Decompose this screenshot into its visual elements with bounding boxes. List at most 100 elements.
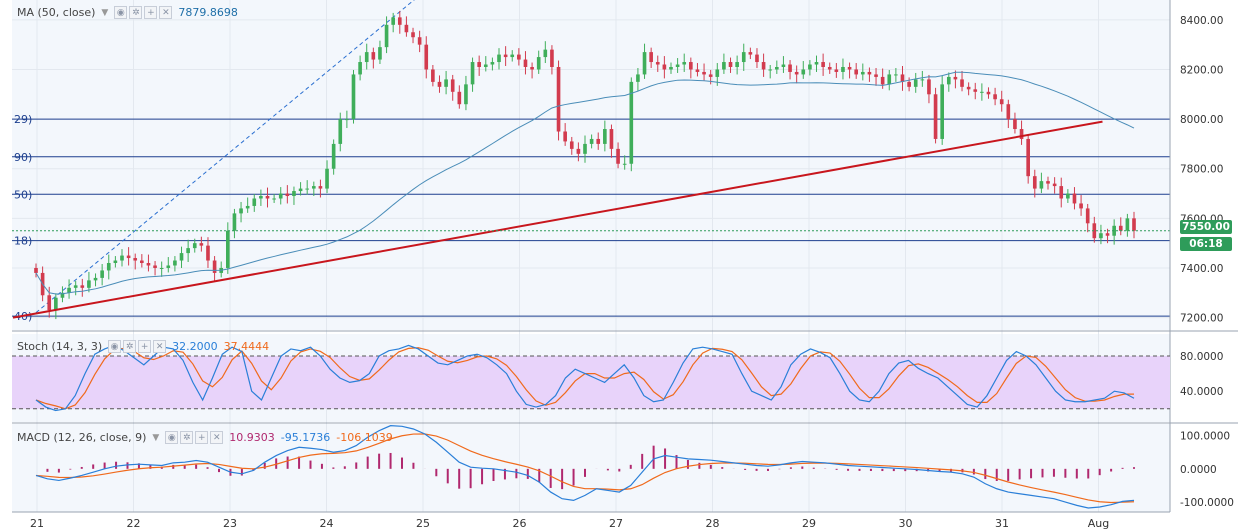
- macd-legend: MACD (12, 26, close, 9) ▼ ◉ ✲ + ✕ 10.930…: [17, 431, 393, 444]
- candle-body: [999, 99, 1004, 105]
- candle-body: [477, 62, 481, 67]
- candle-body: [655, 62, 660, 65]
- candle-body: [54, 297, 58, 311]
- plus-icon[interactable]: +: [195, 431, 209, 444]
- candle-body: [1099, 233, 1103, 239]
- candle-body: [226, 230, 230, 268]
- candle-body: [768, 69, 773, 71]
- gear-icon[interactable]: ✲: [129, 6, 143, 19]
- candle-body: [278, 193, 283, 199]
- close-icon[interactable]: ✕: [159, 6, 173, 19]
- candle-body: [867, 71, 872, 75]
- candle-body: [1072, 193, 1077, 204]
- indicator-buttons: ◉ ✲ + ✕: [108, 340, 167, 353]
- candle-body: [457, 91, 462, 105]
- stoch-band: [12, 356, 1170, 409]
- plus-icon[interactable]: +: [138, 340, 152, 353]
- candle-body: [120, 255, 124, 261]
- candle-body: [596, 138, 601, 144]
- candle-body: [80, 285, 85, 288]
- macd-line: [35, 425, 1135, 509]
- candle-body: [212, 260, 217, 273]
- candle-body: [470, 62, 475, 85]
- macd-tick-label: 100.0000: [1180, 431, 1230, 443]
- candle-body: [1006, 104, 1011, 120]
- candle-body: [1092, 223, 1097, 239]
- y-tick-label: 7800.00: [1180, 164, 1223, 176]
- candle-body: [497, 54, 501, 63]
- gear-icon[interactable]: ✲: [123, 340, 137, 353]
- candle-body: [1059, 186, 1064, 199]
- close-icon[interactable]: ✕: [153, 340, 167, 353]
- candle-body: [702, 71, 706, 75]
- candle-body: [391, 17, 395, 25]
- candle-body: [146, 263, 151, 266]
- candle-body: [741, 52, 746, 63]
- candle-body: [682, 62, 687, 65]
- x-tick-label: 26: [513, 517, 527, 530]
- candle-body: [252, 198, 257, 206]
- candle-body: [874, 74, 878, 77]
- candle-body: [569, 141, 574, 149]
- candle-body: [345, 119, 349, 121]
- candle-body: [239, 208, 243, 214]
- candle-body: [133, 258, 138, 261]
- candle-body: [1105, 233, 1110, 236]
- indicator-buttons: ◉ ✲ + ✕: [165, 431, 224, 444]
- candle-body: [715, 69, 720, 77]
- candle-body: [966, 86, 971, 90]
- candle-body: [199, 243, 204, 246]
- candle-body: [980, 91, 984, 93]
- candle-body: [649, 52, 653, 63]
- candle-body: [629, 81, 634, 164]
- candle-body: [106, 263, 111, 271]
- candle-body: [907, 81, 911, 87]
- close-icon[interactable]: ✕: [210, 431, 224, 444]
- x-tick-label: 27: [609, 517, 623, 530]
- candle-body: [993, 94, 997, 100]
- candle-body: [576, 148, 581, 154]
- candle-body: [424, 44, 429, 70]
- candle-body: [358, 62, 362, 75]
- ma-indicator-name[interactable]: MA (50, close): [17, 6, 96, 19]
- candle-body: [285, 193, 290, 197]
- candle-body: [722, 62, 726, 70]
- chevron-down-icon[interactable]: ▼: [152, 432, 160, 443]
- price-pane-bg: [12, 0, 1170, 330]
- candle-body: [232, 213, 237, 231]
- level-label: 18): [14, 235, 32, 248]
- gear-icon[interactable]: ✲: [180, 431, 194, 444]
- y-tick-label: 8400.00: [1180, 15, 1223, 27]
- chevron-down-icon[interactable]: ▼: [101, 7, 109, 18]
- candle-body: [986, 91, 991, 95]
- candle-body: [318, 186, 323, 189]
- candle-body: [351, 74, 356, 120]
- stoch-indicator-name[interactable]: Stoch (14, 3, 3): [17, 340, 103, 353]
- x-tick-label: 21: [30, 517, 44, 530]
- candle-body: [325, 168, 329, 189]
- candle-body: [100, 270, 104, 278]
- candle-body: [801, 69, 806, 75]
- eye-icon[interactable]: ◉: [108, 340, 122, 353]
- candle-body: [87, 280, 91, 288]
- candle-body: [179, 253, 184, 261]
- candle-body: [960, 79, 964, 87]
- plus-icon[interactable]: +: [144, 6, 158, 19]
- candle-body: [953, 76, 958, 80]
- candle-body: [503, 54, 508, 58]
- eye-icon[interactable]: ◉: [114, 6, 128, 19]
- level-label: 90): [14, 151, 32, 164]
- candle-body: [1118, 225, 1123, 231]
- candle-body: [583, 143, 587, 154]
- macd-indicator-name[interactable]: MACD (12, 26, close, 9): [17, 431, 147, 444]
- candle-body: [1032, 176, 1037, 189]
- candle-body: [1052, 183, 1057, 187]
- y-tick-label: 7200.00: [1180, 313, 1223, 325]
- eye-icon[interactable]: ◉: [165, 431, 179, 444]
- x-tick-label: 23: [223, 517, 237, 530]
- candle-body: [695, 69, 700, 72]
- candle-body: [589, 138, 594, 144]
- x-tick-label: 31: [995, 517, 1009, 530]
- candle-body: [1112, 225, 1116, 236]
